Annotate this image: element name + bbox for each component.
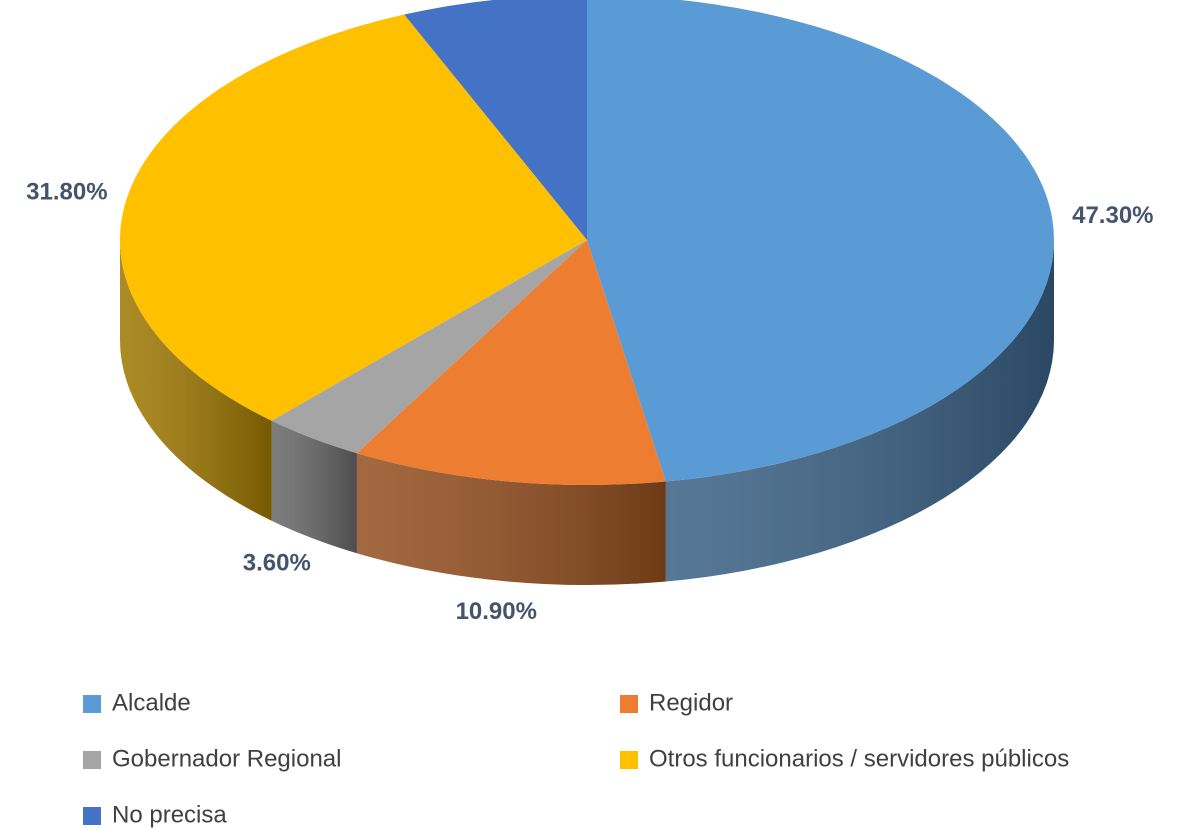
- slice: [356, 240, 666, 485]
- data-label: 47.30%: [1072, 202, 1153, 229]
- slice: [120, 14, 587, 421]
- legend-label: No precisa: [112, 801, 227, 828]
- slice-side-shade: [665, 240, 1054, 582]
- sides: [120, 240, 1054, 585]
- legend-swatch: [83, 751, 101, 769]
- slice-side-shade: [271, 420, 357, 554]
- slice-side-shade: [356, 453, 666, 585]
- legend-label: Regidor: [649, 689, 733, 716]
- data-label: 3.60%: [243, 549, 311, 576]
- data-label: 31.80%: [26, 179, 107, 206]
- legend-label: Otros funcionarios / servidores públicos: [649, 745, 1069, 772]
- legend-swatch: [620, 695, 638, 713]
- tops: [120, 0, 1054, 485]
- legend-label: Alcalde: [112, 689, 191, 716]
- legend-swatch: [83, 807, 101, 825]
- slice: [404, 0, 587, 240]
- data-label: 10.90%: [456, 598, 537, 625]
- slice-side-shade: [120, 240, 272, 521]
- legend-swatch: [620, 751, 638, 769]
- slice: [271, 240, 587, 454]
- legend-swatch: [83, 695, 101, 713]
- slice: [587, 0, 1054, 482]
- legend-label: Gobernador Regional: [112, 745, 342, 772]
